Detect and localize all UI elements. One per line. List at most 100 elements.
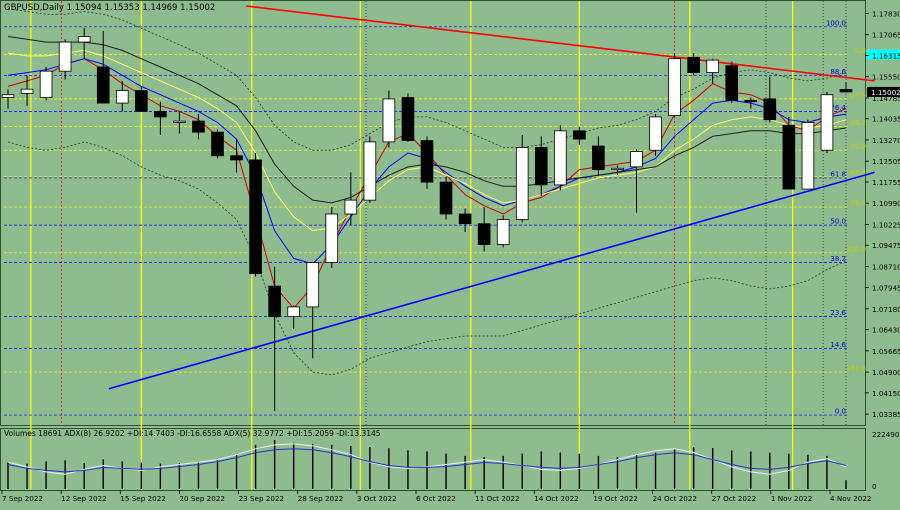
y-tick-label: 1.07180 bbox=[872, 305, 900, 314]
current-price-label: 1.15002 bbox=[871, 88, 900, 97]
y-tick-label: 1.03385 bbox=[872, 410, 900, 419]
candle-body[interactable] bbox=[744, 99, 758, 103]
chart-header: GBPUSD,Daily 1.15094 1.15353 1.14969 1.1… bbox=[4, 3, 215, 13]
x-tick-label: 15 Sep 2022 bbox=[120, 494, 166, 503]
candle-body[interactable] bbox=[477, 223, 491, 245]
candle-body[interactable] bbox=[649, 116, 662, 151]
candle-body[interactable] bbox=[135, 90, 148, 112]
candle-body[interactable] bbox=[820, 94, 834, 151]
current-price-box bbox=[867, 86, 900, 97]
candle-body[interactable] bbox=[230, 155, 243, 161]
indicator-y-max-label: 222490 bbox=[872, 430, 900, 439]
fib-label-yellow: 161.8 bbox=[846, 365, 866, 373]
candle-body[interactable] bbox=[801, 122, 815, 190]
fib-label-blue: 50.0 bbox=[830, 218, 846, 226]
envelope-lower bbox=[7, 141, 847, 376]
fib-label-yellow: 100.0 bbox=[846, 245, 866, 253]
candle-body[interactable] bbox=[77, 36, 91, 43]
candle-body[interactable] bbox=[554, 130, 567, 186]
candle-body[interactable] bbox=[325, 213, 339, 263]
candle-body[interactable] bbox=[401, 97, 415, 141]
fib-label-blue: 14.6 bbox=[830, 341, 846, 349]
candle-body[interactable] bbox=[611, 167, 624, 171]
candle-body[interactable] bbox=[1, 94, 15, 98]
candle-body[interactable] bbox=[211, 131, 224, 157]
candle-body[interactable] bbox=[630, 151, 643, 168]
adx-line-blue bbox=[7, 448, 847, 473]
indicator-header: Volumes 18691 ADX(8) 26.9202 +DI:14.7403… bbox=[4, 429, 381, 438]
y-tick-label: 1.11755 bbox=[872, 178, 900, 187]
y-tick-label: 1.08710 bbox=[872, 262, 900, 271]
y-tick-label: 1.10225 bbox=[872, 220, 900, 229]
candle-body[interactable] bbox=[534, 147, 548, 186]
candle-body[interactable] bbox=[249, 159, 262, 275]
fib-label-yellow: 61.8 bbox=[850, 169, 866, 177]
candle-body[interactable] bbox=[496, 219, 510, 245]
x-tick-label: 28 Sep 2022 bbox=[298, 494, 344, 503]
candle-body[interactable] bbox=[439, 181, 453, 215]
candle-body[interactable] bbox=[58, 41, 72, 72]
x-tick-label: 6 Oct 2022 bbox=[416, 494, 456, 503]
indicator-panel-frame bbox=[0, 428, 866, 491]
x-tick-label: 4 Nov 2022 bbox=[830, 494, 871, 503]
candle-body[interactable] bbox=[268, 285, 281, 318]
candle-body[interactable] bbox=[306, 262, 320, 308]
candle-body[interactable] bbox=[173, 120, 186, 123]
fib-label-blue: 23.6 bbox=[830, 309, 846, 317]
main-panel-frame bbox=[0, 0, 866, 426]
candle-body[interactable] bbox=[839, 89, 853, 93]
x-tick-label: 7 Sep 2022 bbox=[2, 494, 43, 503]
y-tick-label: 1.16315 bbox=[872, 52, 900, 61]
candle-body[interactable] bbox=[39, 70, 53, 98]
y-tick-label: 1.04900 bbox=[872, 368, 900, 377]
candle-body[interactable] bbox=[154, 110, 167, 118]
fib-label-yellow: 23.6 bbox=[850, 91, 866, 99]
candle-body[interactable] bbox=[668, 58, 681, 116]
candle-body[interactable] bbox=[763, 98, 777, 121]
y-tick-label: 1.15550 bbox=[872, 73, 900, 82]
fib-label-blue: 76.4 bbox=[830, 104, 846, 112]
x-tick-label: 1 Nov 2022 bbox=[771, 494, 812, 503]
y-tick-label: 1.04150 bbox=[872, 389, 900, 398]
fib-label-yellow: 76.4 bbox=[850, 200, 866, 208]
x-tick-label: 3 Oct 2022 bbox=[357, 494, 397, 503]
candle-body[interactable] bbox=[458, 213, 472, 225]
candle-body[interactable] bbox=[344, 199, 358, 215]
x-tick-label: 19 Oct 2022 bbox=[593, 494, 637, 503]
candle-body[interactable] bbox=[782, 124, 796, 190]
y-tick-label: 1.05665 bbox=[872, 347, 900, 356]
y-tick-label: 1.14035 bbox=[872, 115, 900, 124]
fib-label-blue: 38.2 bbox=[830, 255, 846, 263]
highlight-level-band bbox=[867, 49, 900, 60]
candle-body[interactable] bbox=[115, 90, 129, 104]
candle-body[interactable] bbox=[725, 65, 739, 101]
candle-body[interactable] bbox=[96, 66, 110, 104]
y-tick-label: 1.14785 bbox=[872, 94, 900, 103]
y-tick-label: 1.13270 bbox=[872, 136, 900, 145]
candle-body[interactable] bbox=[592, 145, 605, 171]
candle-body[interactable] bbox=[687, 56, 700, 73]
candle-body[interactable] bbox=[573, 130, 586, 140]
y-tick-label: 1.17830 bbox=[872, 9, 900, 18]
fib-label-blue: 0.0 bbox=[835, 408, 846, 416]
x-tick-label: 20 Sep 2022 bbox=[179, 494, 225, 503]
x-tick-label: 12 Sep 2022 bbox=[61, 494, 107, 503]
x-tick-label: 14 Oct 2022 bbox=[534, 494, 578, 503]
candle-body[interactable] bbox=[363, 141, 377, 201]
y-tick-label: 1.07945 bbox=[872, 284, 900, 293]
candle-body[interactable] bbox=[420, 140, 434, 183]
candle-body[interactable] bbox=[382, 98, 396, 143]
candle-body[interactable] bbox=[706, 59, 719, 73]
candle-body[interactable] bbox=[287, 306, 300, 318]
candle-body[interactable] bbox=[192, 120, 205, 133]
y-tick-label: 1.17065 bbox=[872, 31, 900, 40]
x-tick-label: 24 Oct 2022 bbox=[653, 494, 697, 503]
fib-label-blue: 61.8 bbox=[830, 170, 846, 178]
candle-body[interactable] bbox=[20, 88, 34, 94]
trendline-resistance bbox=[245, 5, 875, 82]
x-tick-label: 23 Sep 2022 bbox=[239, 494, 285, 503]
candle-body[interactable] bbox=[515, 147, 529, 220]
y-tick-label: 1.12505 bbox=[872, 157, 900, 166]
